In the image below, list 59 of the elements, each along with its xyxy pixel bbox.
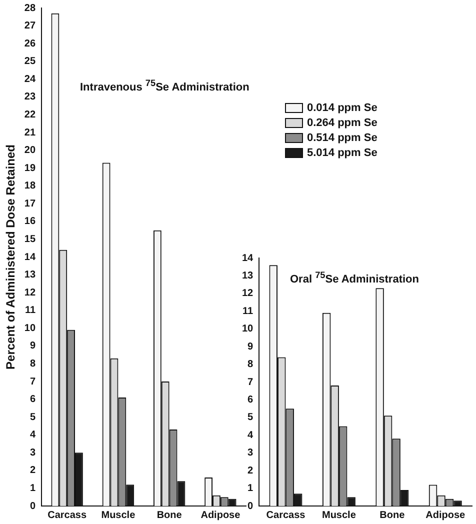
y-tick-label: 0 (30, 500, 36, 512)
legend-label: 0.514 ppm Se (307, 132, 378, 144)
y-tick-label: 14 (242, 252, 254, 264)
y-tick-label: 12 (242, 288, 254, 300)
y-tick-label: 25 (24, 56, 36, 68)
y-tick-label: 24 (24, 74, 36, 85)
y-tick-label: 3 (248, 448, 254, 459)
y-tick-label: 13 (24, 270, 36, 281)
y-tick-label: 8 (30, 358, 36, 370)
y-tick-label: 19 (24, 162, 36, 174)
y-tick-label: 12 (24, 287, 36, 298)
y-tick-label: 23 (24, 92, 36, 103)
y-tick-label: 11 (242, 306, 254, 317)
y-tick-label: 1 (248, 483, 254, 494)
y-tick-label: 5 (30, 412, 36, 423)
legend-label: 0.264 ppm Se (307, 116, 378, 128)
x-tick-label: Muscle (101, 510, 136, 521)
y-tick-label: 14 (24, 252, 36, 263)
text: Intravenous $^{75}$Se Administration (80, 78, 250, 94)
y-tick-label: 4 (30, 430, 36, 441)
y-tick-label: 15 (24, 234, 36, 245)
y-tick-label: 2 (248, 465, 254, 476)
y-tick-label: 10 (242, 324, 254, 335)
y-tick-label: 6 (248, 394, 254, 406)
y-tick-label: 22 (24, 109, 36, 120)
y-tick-label: 11 (24, 305, 36, 316)
x-tick-label: Bone (156, 510, 182, 521)
x-tick-label: Muscle (322, 510, 356, 521)
y-tick-label: 26 (24, 38, 36, 50)
y-tick-label: 1 (30, 482, 36, 494)
y-tick-label: 21 (24, 127, 36, 138)
y-tick-label: 5 (248, 412, 254, 424)
x-tick-label: Adipose (200, 510, 241, 521)
y-tick-label: 17 (24, 198, 36, 210)
y-tick-label: 7 (30, 376, 36, 388)
y-tick-label: 13 (242, 270, 254, 282)
y-tick-label: 9 (248, 341, 254, 352)
y-tick-label: 16 (24, 216, 36, 228)
y-axis-title: Percent of Administered Dose Retained (4, 144, 18, 370)
x-tick-label: Adipose (426, 510, 466, 521)
x-tick-label: Bone (380, 510, 406, 521)
legend-label: 0.014 ppm Se (307, 102, 378, 114)
y-tick-label: 2 (30, 465, 36, 476)
y-tick-label: 3 (30, 447, 36, 458)
y-tick-label: 10 (24, 322, 36, 334)
y-tick-label: 20 (24, 145, 36, 156)
text: Oral $^{75}$Se Administration (290, 270, 419, 286)
y-tick-label: 18 (24, 180, 36, 192)
y-tick-label: 28 (24, 2, 36, 14)
legend-label: 5.014 ppm Se (307, 146, 378, 158)
y-tick-label: 0 (248, 500, 254, 512)
y-tick-label: 4 (248, 430, 254, 441)
y-tick-label: 7 (248, 376, 254, 388)
y-tick-label: 8 (248, 359, 254, 370)
x-tick-label: Carcass (266, 510, 306, 521)
y-tick-label: 9 (30, 340, 36, 352)
y-tick-label: 6 (30, 394, 36, 406)
y-tick-label: 27 (24, 20, 36, 32)
x-tick-label: Carcass (48, 510, 87, 521)
